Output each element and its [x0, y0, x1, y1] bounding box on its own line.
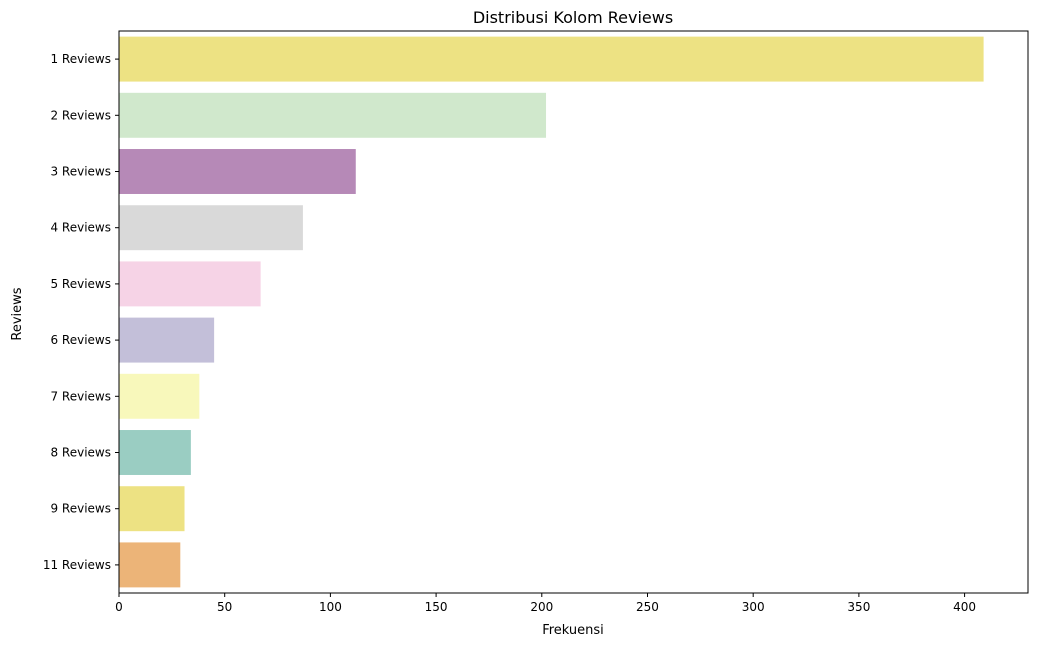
y-tick-label: 2 Reviews: [50, 108, 111, 122]
y-tick-label: 8 Reviews: [50, 446, 111, 460]
bar-10: [119, 542, 181, 588]
x-tick-label: 100: [319, 600, 342, 614]
y-tick-label: 1 Reviews: [50, 52, 111, 66]
x-tick-label: 250: [636, 600, 659, 614]
bar-6: [119, 317, 215, 363]
y-tick-label: 5 Reviews: [50, 277, 111, 291]
bar-8: [119, 430, 191, 475]
bar-9: [119, 486, 185, 532]
y-axis-label: Reviews: [10, 287, 25, 340]
y-tick-label: 4 Reviews: [50, 221, 111, 235]
bar-7: [119, 373, 200, 419]
y-tick-label: 11 Reviews: [43, 558, 111, 572]
x-tick-label: 0: [115, 600, 123, 614]
x-tick-label: 300: [742, 600, 765, 614]
y-tick-label: 7 Reviews: [50, 389, 111, 403]
y-tick-label: 6 Reviews: [50, 333, 111, 347]
axes-layer: 1 Reviews 2 Reviews 3 Reviews 4 Reviews 5 Re…: [43, 30, 1029, 614]
x-tick-label: 200: [530, 600, 553, 614]
bar-3: [119, 149, 356, 194]
x-axis-label: Frekuensi: [542, 623, 604, 638]
bar-5: [119, 261, 261, 307]
x-tick-label: 400: [953, 600, 976, 614]
y-tick-label: 3 Reviews: [50, 165, 111, 179]
bar-1: [119, 36, 984, 82]
bars-layer: [119, 36, 984, 588]
chart-title: Distribusi Kolom Reviews: [473, 8, 673, 27]
plot-frame: [118, 30, 1029, 594]
x-tick-label: 50: [217, 600, 232, 614]
y-tick-label: 9 Reviews: [50, 502, 111, 516]
bar-4: [119, 205, 303, 251]
x-tick-label: 150: [425, 600, 448, 614]
x-tick-label: 350: [847, 600, 870, 614]
bar-2: [119, 92, 547, 138]
